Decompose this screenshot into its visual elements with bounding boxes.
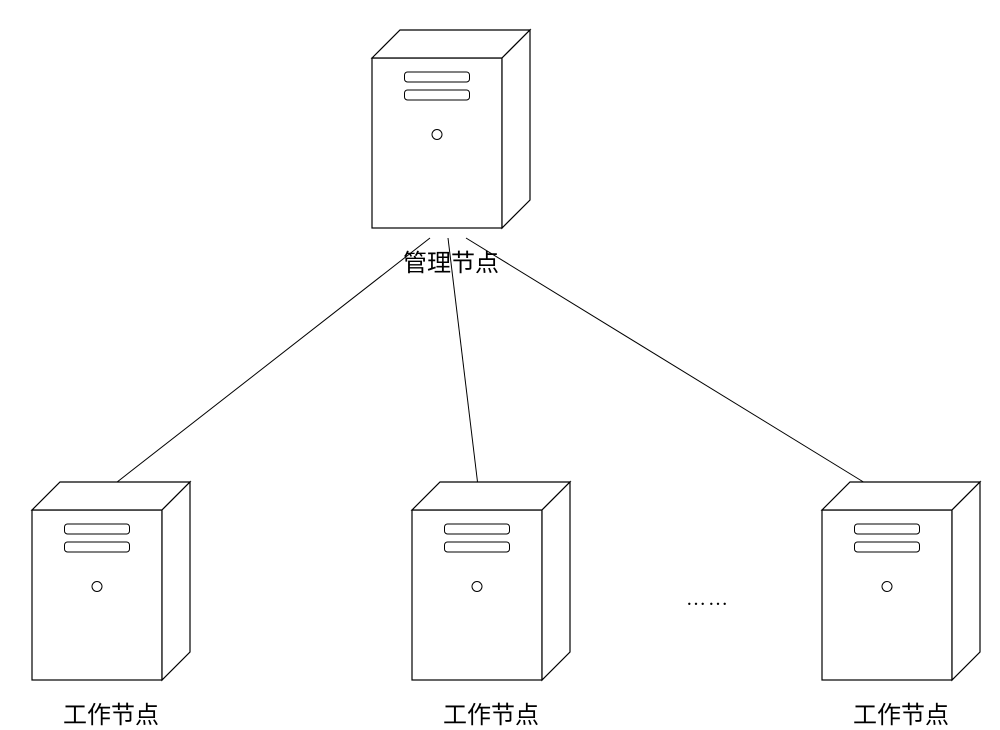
server-icon [410, 480, 572, 682]
node-label: 工作节点 [820, 695, 982, 730]
ellipsis-text: …… [686, 588, 730, 611]
node-label: 管理节点 [370, 243, 532, 278]
server-icon [30, 480, 192, 682]
node-label: 工作节点 [30, 695, 192, 730]
node-worker2: 工作节点 [410, 480, 572, 730]
node-worker1: 工作节点 [30, 480, 192, 730]
server-icon [370, 28, 532, 230]
node-master: 管理节点 [370, 28, 532, 278]
diagram-canvas: 管理节点 工作节点 工作节点 工作节点 …… [0, 0, 1000, 716]
node-label: 工作节点 [410, 695, 572, 730]
node-worker3: 工作节点 [820, 480, 982, 730]
server-icon [820, 480, 982, 682]
